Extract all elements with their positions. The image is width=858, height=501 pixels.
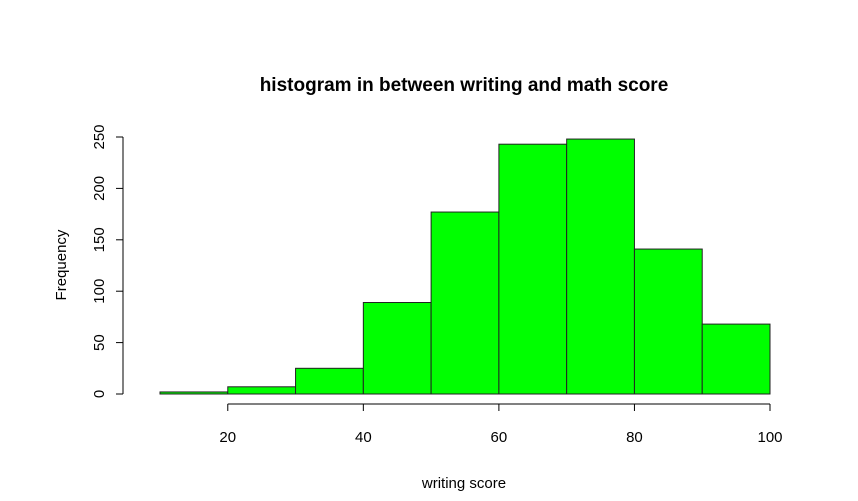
histogram-bar [701,323,771,395]
x-tick-label: 20 [219,429,236,446]
y-tick-label: 150 [91,227,108,252]
x-axis: 20 40 60 80 100 [219,403,783,446]
histogram-bar [227,386,297,395]
y-tick-label: 50 [91,334,108,351]
histogram-bar [295,367,364,395]
x-tick-label: 80 [626,429,643,446]
x-tick-label: 60 [491,429,508,446]
y-tick-label: 200 [91,176,108,201]
x-axis-label: writing score [421,475,506,492]
y-axis: 0 50 100 150 200 250 [91,124,124,398]
x-tick-label: 100 [757,429,782,446]
histogram-bar [159,391,229,395]
y-tick-label: 250 [91,124,108,149]
histogram-bar [566,138,635,395]
y-tick-label: 0 [91,390,108,398]
histogram-bar [362,302,432,395]
chart-title: histogram in between writing and math sc… [260,75,669,96]
histogram-bar [498,143,568,395]
bars-group [159,138,771,395]
histogram-bar [633,248,703,395]
y-axis-label: Frequency [53,229,70,300]
x-tick-label: 40 [355,429,372,446]
y-tick-label: 100 [91,279,108,304]
histogram-bar [430,211,500,395]
